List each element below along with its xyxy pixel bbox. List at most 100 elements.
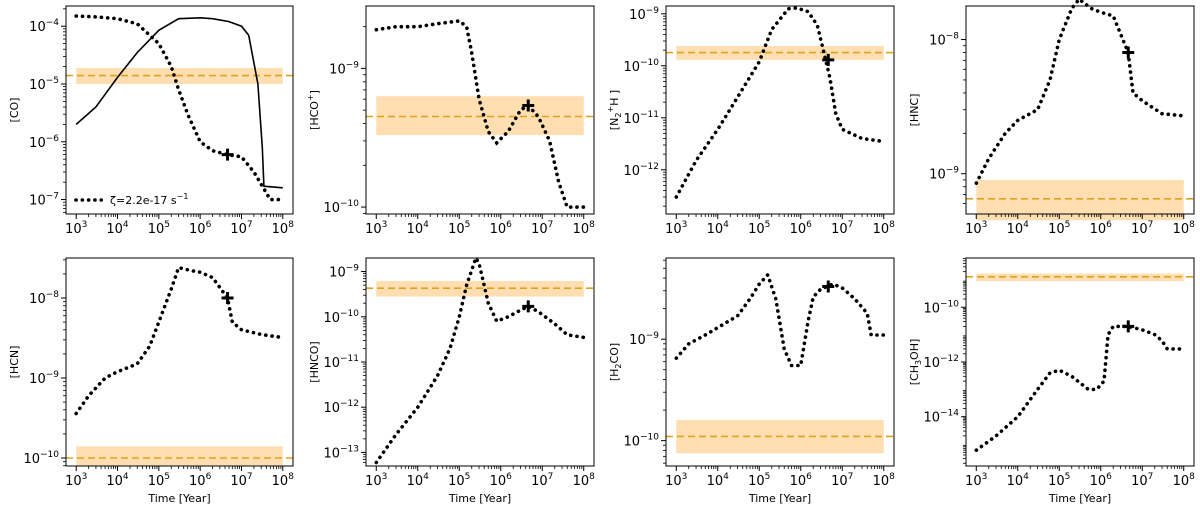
- x-tick-label: 103: [65, 472, 87, 489]
- panel-hcn: 103 104 105 106 107 108 10−10 10−9 10−8 [HCN] Time…: [8, 257, 294, 505]
- y-tick-label: 10−12: [923, 354, 959, 371]
- y-tick-label: 10−9: [329, 60, 359, 77]
- x-tick-label: 107: [1131, 220, 1153, 237]
- y-label-main: [HNCO]: [308, 341, 321, 382]
- x-tick-exponent: 8: [1189, 472, 1195, 482]
- y-label-tail: OH]: [908, 339, 921, 360]
- y-label-main: [HNC]: [908, 94, 921, 127]
- x-tick-label: 104: [707, 472, 730, 489]
- y-tick-exponent: −9: [346, 60, 360, 70]
- y-tick-label: 10−4: [29, 18, 59, 35]
- x-tick-label: 103: [365, 220, 387, 237]
- x-tick-exponent: 5: [164, 472, 170, 482]
- y-label-subscript: 3: [914, 360, 923, 365]
- model-dotted-series: [974, 0, 1186, 185]
- x-tick-exponent: 8: [589, 472, 595, 482]
- y-tick-exponent: −5: [46, 76, 59, 86]
- x-tick-exponent: 3: [682, 472, 688, 482]
- x-tick-exponent: 7: [1148, 220, 1154, 230]
- x-axis-label: Time [Year]: [1048, 492, 1111, 505]
- x-tick-label: 104: [106, 220, 129, 237]
- model-dotted-series: [374, 19, 586, 209]
- x-axis-label: Time [Year]: [147, 492, 210, 505]
- plus-marker: [1122, 320, 1135, 333]
- y-tick-label: 10−10: [323, 199, 359, 216]
- y-tick-exponent: −9: [646, 331, 660, 341]
- y-tick-label: 10−10: [23, 450, 59, 467]
- x-tick-exponent: 6: [1106, 220, 1112, 230]
- x-tick-label: 105: [748, 220, 770, 237]
- plot-frame: [65, 257, 294, 467]
- x-tick-label: 103: [665, 220, 687, 237]
- x-tick-exponent: 3: [382, 220, 388, 230]
- y-label-tail: CO]: [608, 343, 621, 364]
- x-tick-exponent: 3: [82, 220, 88, 230]
- x-tick-label: 107: [531, 472, 553, 489]
- x-tick-exponent: 3: [382, 472, 388, 482]
- x-tick-exponent: 5: [465, 472, 471, 482]
- plot-frame: [665, 5, 895, 215]
- plus-marker: [221, 292, 234, 304]
- x-tick-label: 108: [1173, 472, 1196, 489]
- y-tick-label: 10−10: [623, 58, 659, 75]
- plot-frame: [965, 257, 1195, 467]
- y-tick-label: 10−7: [29, 192, 59, 209]
- panel-hnco: 103 104 105 106 107 108 10−13 10−12 10−11 10−10 10…: [308, 253, 595, 505]
- x-tick-label: 107: [831, 472, 853, 489]
- y-label-main: [HCO: [308, 101, 321, 130]
- x-tick-label: 106: [189, 472, 212, 489]
- x-tick-label: 103: [965, 472, 987, 489]
- y-label-superscript: +: [606, 106, 615, 113]
- x-tick-exponent: 8: [1189, 220, 1195, 230]
- y-tick-label: 10−9: [29, 370, 59, 387]
- x-tick-exponent: 4: [123, 220, 129, 230]
- x-tick-label: 105: [148, 472, 170, 489]
- x-tick-exponent: 7: [848, 472, 854, 482]
- x-tick-label: 106: [189, 220, 212, 237]
- y-tick-exponent: −14: [940, 409, 959, 419]
- x-tick-exponent: 4: [1023, 472, 1029, 482]
- y-tick-label: 10−11: [323, 354, 359, 371]
- x-tick-exponent: 8: [288, 472, 294, 482]
- x-tick-exponent: 7: [548, 472, 554, 482]
- y-tick-exponent: −10: [640, 433, 659, 443]
- x-tick-label: 106: [1090, 220, 1113, 237]
- y-axis-label: [HNC]: [908, 94, 921, 127]
- x-tick-exponent: 3: [682, 220, 688, 230]
- x-tick-exponent: 8: [889, 220, 895, 230]
- x-tick-exponent: 4: [723, 472, 729, 482]
- y-axis-label: [CO]: [8, 98, 21, 123]
- y-label-main: [CO]: [8, 98, 21, 123]
- y-tick-exponent: −9: [646, 6, 660, 16]
- y-tick-exponent: −10: [340, 309, 359, 319]
- x-axis-label: Time [Year]: [748, 492, 811, 505]
- x-tick-exponent: 6: [206, 472, 212, 482]
- x-tick-exponent: 6: [806, 220, 812, 230]
- x-tick-exponent: 4: [423, 472, 429, 482]
- x-tick-label: 103: [965, 220, 987, 237]
- y-tick-exponent: −10: [340, 199, 359, 209]
- y-tick-exponent: −10: [640, 58, 659, 68]
- y-axis-label: [N2+H ]: [606, 90, 623, 130]
- x-tick-label: 108: [873, 472, 896, 489]
- plus-marker: [522, 99, 535, 112]
- x-axis-label: Time [Year]: [448, 492, 511, 505]
- x-tick-exponent: 6: [806, 472, 812, 482]
- y-tick-label: 10−8: [29, 290, 59, 307]
- model-dotted-series: [74, 14, 285, 202]
- x-tick-label: 104: [407, 220, 430, 237]
- x-tick-label: 108: [873, 220, 896, 237]
- x-tick-exponent: 8: [889, 472, 895, 482]
- plus-marker: [822, 53, 835, 66]
- y-label-subscript: 2: [614, 363, 623, 368]
- x-tick-exponent: 7: [1148, 472, 1154, 482]
- y-tick-exponent: −7: [46, 192, 59, 202]
- y-tick-exponent: −4: [46, 18, 60, 28]
- y-label-subscript: 2: [614, 113, 623, 118]
- x-tick-label: 107: [230, 472, 252, 489]
- x-tick-label: 104: [1007, 220, 1030, 237]
- x-tick-label: 108: [1173, 220, 1196, 237]
- x-tick-exponent: 8: [288, 220, 294, 230]
- plot-frame: [65, 5, 294, 215]
